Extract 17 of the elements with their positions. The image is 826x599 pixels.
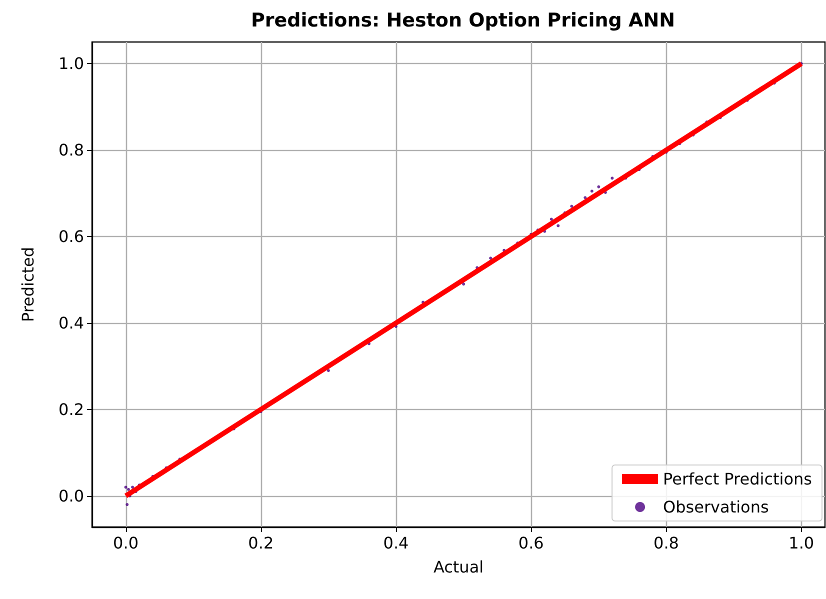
x-tick-label: 0.4 [383,534,409,552]
y-tick-label: 1.0 [58,54,84,74]
y-tick-label: 0.4 [58,313,84,332]
y-axis-title: Predicted [18,246,38,322]
chart-title: Predictions: Heston Option Pricing ANN [250,10,676,32]
x-tick-label: 1.0 [788,534,814,552]
x-tick-label: 0.6 [518,534,544,552]
y-tick-label: 0.6 [58,227,84,246]
y-tick-label: 0.2 [58,400,84,419]
x-axis-title: Actual [433,558,484,576]
x-tick-label: 0.0 [113,534,139,552]
y-tick-label: 0.0 [58,486,84,506]
x-tick-label: 0.2 [248,534,274,552]
legend-label: Perfect Predictions [663,470,812,488]
x-tick-label: 0.8 [654,534,679,552]
legend-label: Observations [663,498,769,516]
y-tick-label: 0.8 [58,140,84,160]
